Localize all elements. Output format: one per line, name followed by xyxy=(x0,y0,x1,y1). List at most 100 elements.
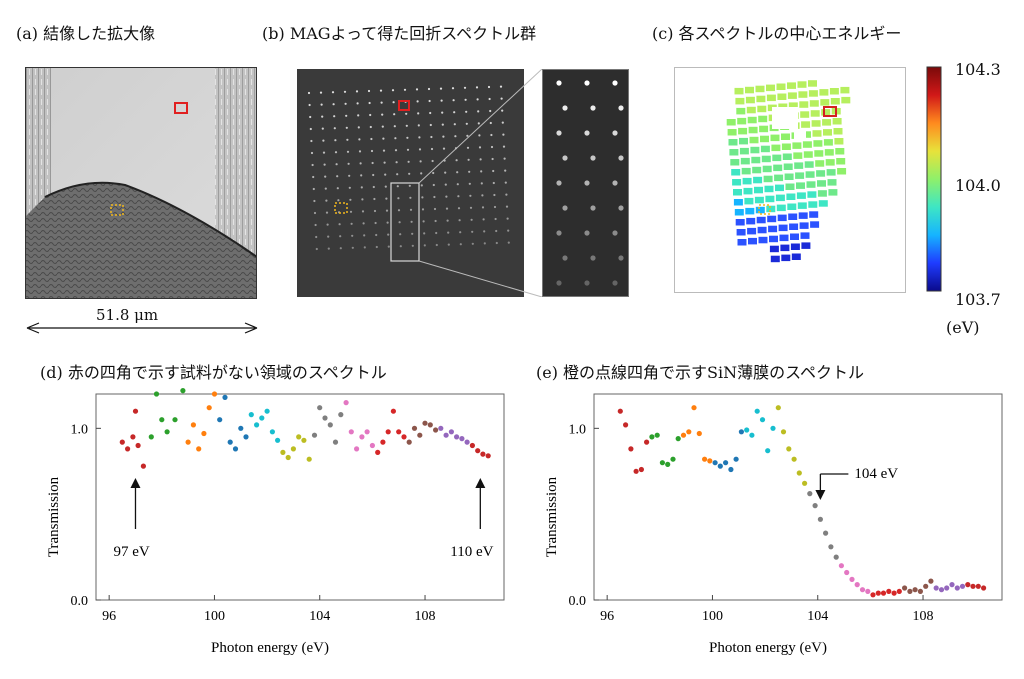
chart-e-data-point xyxy=(796,470,802,476)
chart-d-data-point xyxy=(217,417,223,423)
zoomed-spots xyxy=(556,80,624,286)
chart-d-x-tick-label: 108 xyxy=(415,609,436,624)
chart-d-data-point xyxy=(125,446,131,452)
colorbar-min: 103.7 xyxy=(955,290,1001,309)
panel-e-label: (e) 橙の点線四角で示すSiN薄膜のスペクトル xyxy=(536,363,864,382)
chart-d-data-point xyxy=(232,446,239,452)
chart-d-data-point xyxy=(448,429,454,435)
chart-e-data-point xyxy=(644,439,650,445)
chart-d-data-point xyxy=(343,400,349,406)
chart-d-data-point xyxy=(290,446,296,452)
energy-map-cells xyxy=(726,80,851,263)
magnified-image xyxy=(25,67,257,299)
chart-d-data-point xyxy=(185,439,191,445)
chart-d-data-point xyxy=(338,412,344,418)
chart-e-data-point xyxy=(628,446,634,452)
chart-d-data-point xyxy=(380,439,386,445)
chart-d-data-point xyxy=(369,442,375,449)
chart-e-data-point xyxy=(638,466,644,473)
chart-e-data-point xyxy=(828,544,834,550)
chart-d-data-point xyxy=(354,446,360,452)
scale-bar-label: 51.8 μm xyxy=(96,306,159,324)
chart-e-data-point xyxy=(875,590,881,596)
chart-e-data-point xyxy=(802,480,808,486)
chart-e-data-point xyxy=(691,405,697,411)
chart-e-x-tick-label: 104 xyxy=(807,609,828,624)
chart-e-data-point xyxy=(754,408,760,414)
chart-e-x-tick-label: 108 xyxy=(913,609,934,624)
chart-e-y-axis-label: Transmission xyxy=(544,476,560,557)
chart-d-data-point xyxy=(422,420,428,426)
colorbar-unit: (eV) xyxy=(946,318,980,337)
chart-e-data-point xyxy=(775,405,781,411)
chart-e-data-point xyxy=(907,588,913,594)
chart-d-data-point xyxy=(254,422,260,428)
chart-d-data-point xyxy=(411,425,418,431)
chart-d-data-point xyxy=(196,446,202,452)
chart-d-data-point xyxy=(475,448,481,454)
chart-d-y-tick-label: 0.0 xyxy=(71,594,89,609)
chart-e-data-point xyxy=(886,588,892,594)
energy-map xyxy=(674,67,906,293)
chart-e-data-point xyxy=(917,588,923,594)
chart-e-data-point xyxy=(812,503,818,509)
chart-e-x-axis-label: Photon energy (eV) xyxy=(709,640,827,656)
chart-d-data-point xyxy=(259,415,265,421)
chart-e-data-point xyxy=(659,460,665,466)
chart-e-data-point xyxy=(833,554,839,560)
chart-e-data-point xyxy=(865,588,871,594)
chart-d-data-point xyxy=(401,434,407,440)
chart-d-x-tick-label: 100 xyxy=(204,609,225,624)
chart-d-x-axis-label: Photon energy (eV) xyxy=(211,640,329,656)
chart-d-data-point xyxy=(438,425,444,431)
chart-d-data-point xyxy=(433,427,439,433)
chart-d-data-point xyxy=(180,388,186,394)
annotation-104ev: 104 eV xyxy=(854,466,898,482)
chart-e-data-point xyxy=(933,585,939,591)
chart-e-data-point xyxy=(981,585,987,591)
chart-d-data-point xyxy=(311,432,318,438)
chart-d-plot-frame xyxy=(95,393,505,601)
chart-d-data-point xyxy=(332,439,339,445)
chart-d-data-point xyxy=(396,429,402,435)
chart-e-data-point xyxy=(938,587,945,593)
chart-d-data-point xyxy=(119,439,125,445)
chart-e-data-point xyxy=(791,456,797,462)
chart-e-data-point xyxy=(675,436,681,442)
chart-d-data-point xyxy=(375,449,381,455)
chart-d-data-point xyxy=(348,429,354,435)
annotation-110ev: 110 eV xyxy=(450,544,493,560)
chart-d-data-point xyxy=(172,417,178,423)
chart-d-x-tick-label: 104 xyxy=(309,609,330,624)
orange-dashed-marker xyxy=(110,204,124,216)
chart-d-data-point xyxy=(390,408,396,414)
chart-e-data-point xyxy=(649,434,655,440)
chart-d-data-point xyxy=(296,434,302,440)
chart-e-data-point xyxy=(633,468,639,474)
chart-e-data-point xyxy=(870,592,876,598)
chart-e-data-point xyxy=(949,582,955,588)
panel-b-label: (b) MAGよって得た回折スペクトル群 xyxy=(262,24,537,43)
chart-e-x-tick-label: 96 xyxy=(600,609,614,624)
chart-e-data-point xyxy=(665,461,671,467)
chart-e-data-point xyxy=(749,432,755,438)
chart-e-data-point xyxy=(733,456,739,462)
chart-e-data-point xyxy=(928,578,934,584)
chart-d-data-point xyxy=(301,437,307,443)
chart-e-data-point xyxy=(696,430,702,437)
chart-e-data-point xyxy=(686,429,692,435)
chart-d-data-point xyxy=(459,436,465,442)
chart-d-data-point xyxy=(275,437,281,443)
chart-e-data-point xyxy=(738,429,744,435)
chart-d-data-point xyxy=(469,442,475,449)
chart-d-data-point xyxy=(227,439,233,445)
chart-e-data-point xyxy=(765,448,771,454)
chart-d-data-point xyxy=(480,451,486,457)
colorbar xyxy=(926,66,942,292)
chart-d-data-point xyxy=(135,442,141,449)
chart-e-data-point xyxy=(823,530,829,536)
diffraction-spots xyxy=(307,85,510,251)
chart-d-data-point xyxy=(454,434,460,440)
chart-e-data-point xyxy=(923,583,929,589)
chart-e-data-point xyxy=(896,588,902,594)
